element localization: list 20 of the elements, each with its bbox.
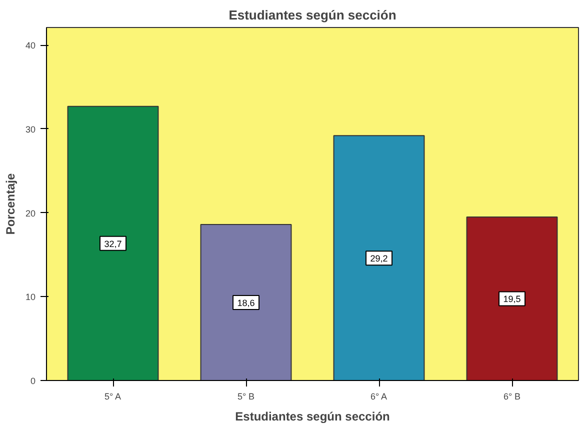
y-tick-label: 10	[25, 292, 36, 302]
x-tick-label: 6° A	[370, 392, 388, 402]
bar	[200, 224, 292, 380]
data-label: 32,7	[104, 238, 122, 249]
y-tick-label: 40	[25, 40, 36, 51]
x-tick-label: 5° A	[104, 392, 122, 402]
x-axis-title: Estudiantes según sección	[235, 410, 390, 424]
data-label: 19,5	[503, 294, 521, 304]
data-label: 18,6	[237, 298, 255, 308]
y-tick-label: 30	[25, 124, 36, 134]
chart-title: Estudiantes según sección	[228, 8, 396, 22]
x-tick-label: 6° B	[503, 392, 521, 402]
bar	[466, 216, 558, 380]
bar	[67, 106, 159, 380]
bar	[333, 135, 425, 380]
x-tick-label: 5° B	[237, 392, 255, 402]
data-label: 29,2	[370, 254, 388, 264]
y-tick-label: 20	[25, 208, 36, 218]
y-tick-label: 0	[30, 376, 36, 386]
y-axis-title: Porcentaje	[3, 172, 18, 235]
